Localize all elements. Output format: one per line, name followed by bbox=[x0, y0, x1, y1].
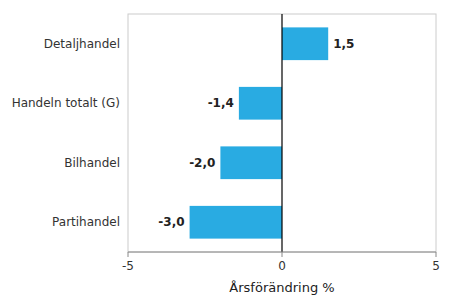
chart-container: -3,0 -2,0 -1,4 1,5 Partihandel Bilhandel Hande… bbox=[0, 0, 454, 302]
category-label: Partihandel bbox=[52, 215, 120, 229]
bar bbox=[190, 206, 282, 239]
data-label: 1,5 bbox=[333, 37, 354, 51]
x-tick bbox=[436, 252, 437, 257]
bar bbox=[239, 87, 282, 120]
x-axis-label: Årsförändring % bbox=[229, 280, 334, 295]
bar bbox=[282, 27, 328, 60]
bars bbox=[190, 27, 329, 238]
plot-frame bbox=[128, 14, 436, 252]
data-label: -1,4 bbox=[208, 96, 234, 110]
data-label: -3,0 bbox=[158, 215, 184, 229]
x-tick-label: 5 bbox=[432, 259, 440, 273]
category-label: Detaljhandel bbox=[44, 37, 120, 51]
x-tick-label: 0 bbox=[278, 259, 286, 273]
x-tick bbox=[128, 252, 129, 257]
zero-line bbox=[281, 14, 282, 252]
category-label: Bilhandel bbox=[64, 156, 120, 170]
chart: -3,0 -2,0 -1,4 1,5 Partihandel Bilhandel Hande… bbox=[0, 0, 454, 302]
x-tick bbox=[282, 252, 283, 257]
data-label: -2,0 bbox=[189, 156, 215, 170]
bar bbox=[220, 146, 282, 179]
category-label: Handeln totalt (G) bbox=[12, 96, 120, 110]
x-tick-label: -5 bbox=[122, 259, 134, 273]
